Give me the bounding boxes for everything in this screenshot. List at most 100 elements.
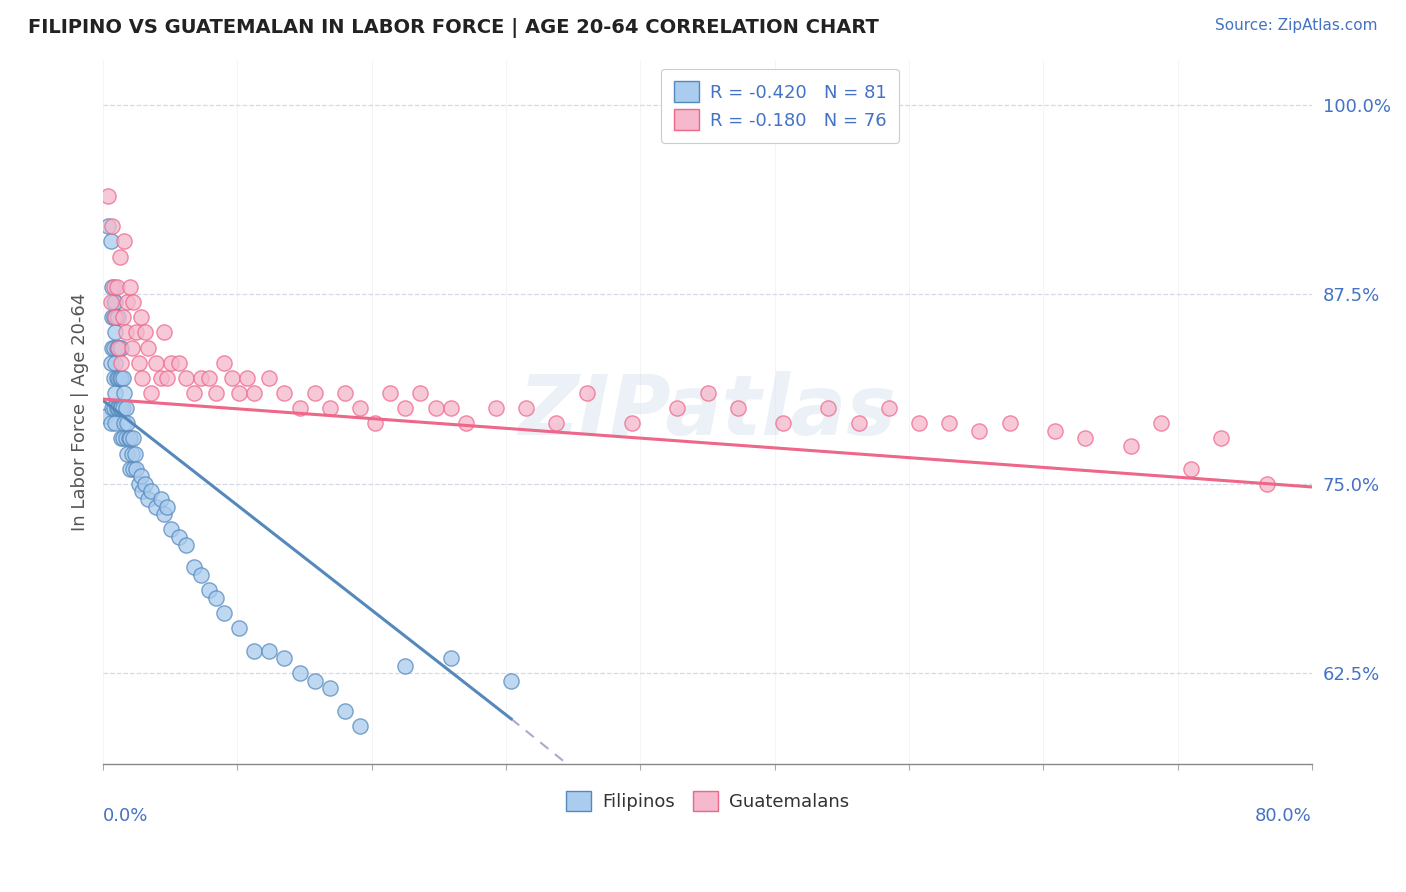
Point xyxy=(155,500,177,514)
Point xyxy=(101,280,124,294)
Point xyxy=(149,491,172,506)
Point xyxy=(103,341,125,355)
Point xyxy=(243,643,266,657)
Point xyxy=(101,310,124,325)
Point xyxy=(134,477,156,491)
Point xyxy=(103,371,125,385)
Point xyxy=(118,432,141,446)
Point xyxy=(104,417,127,431)
Text: Source: ZipAtlas.com: Source: ZipAtlas.com xyxy=(1215,18,1378,33)
Point xyxy=(131,484,153,499)
Point xyxy=(620,417,643,431)
Point xyxy=(1211,432,1233,446)
Point xyxy=(259,643,281,657)
Point xyxy=(129,310,152,325)
Text: 0.0%: 0.0% xyxy=(103,806,149,824)
Point xyxy=(120,280,142,294)
Point xyxy=(111,310,134,325)
Point xyxy=(131,371,153,385)
Point xyxy=(575,386,598,401)
Point xyxy=(105,310,128,325)
Point xyxy=(174,537,197,551)
Point xyxy=(228,621,250,635)
Point xyxy=(120,462,142,476)
Point xyxy=(112,235,135,249)
Point xyxy=(152,326,174,340)
Point xyxy=(333,386,356,401)
Point xyxy=(125,326,148,340)
Point xyxy=(908,417,931,431)
Point xyxy=(273,386,295,401)
Legend: Filipinos, Guatemalans: Filipinos, Guatemalans xyxy=(558,783,856,819)
Point xyxy=(110,371,132,385)
Point xyxy=(288,666,311,681)
Point xyxy=(103,401,125,416)
Point xyxy=(409,386,432,401)
Point xyxy=(110,401,132,416)
Point xyxy=(114,326,136,340)
Point xyxy=(117,295,139,310)
Point xyxy=(666,401,689,416)
Point xyxy=(183,560,205,574)
Point xyxy=(198,371,221,385)
Point xyxy=(122,432,145,446)
Point xyxy=(128,477,150,491)
Point xyxy=(817,401,839,416)
Point xyxy=(107,401,129,416)
Point xyxy=(107,341,129,355)
Point xyxy=(425,401,447,416)
Point xyxy=(198,582,221,597)
Point xyxy=(107,341,129,355)
Point xyxy=(100,417,122,431)
Point xyxy=(243,386,266,401)
Point xyxy=(129,469,152,483)
Point xyxy=(273,651,295,665)
Point xyxy=(104,310,127,325)
Point xyxy=(501,673,523,688)
Point xyxy=(877,401,900,416)
Point xyxy=(104,295,127,310)
Point xyxy=(304,386,326,401)
Point xyxy=(969,424,991,438)
Point xyxy=(124,447,146,461)
Point xyxy=(221,371,243,385)
Point xyxy=(112,386,135,401)
Point xyxy=(94,409,117,423)
Point xyxy=(117,447,139,461)
Point xyxy=(100,356,122,370)
Point xyxy=(145,356,167,370)
Point xyxy=(100,295,122,310)
Point xyxy=(111,432,134,446)
Point xyxy=(104,326,127,340)
Point xyxy=(212,356,235,370)
Point xyxy=(117,417,139,431)
Point xyxy=(998,417,1021,431)
Point xyxy=(848,417,870,431)
Point xyxy=(333,704,356,718)
Point xyxy=(205,591,228,605)
Point xyxy=(1256,477,1278,491)
Point xyxy=(97,219,120,234)
Point xyxy=(152,507,174,521)
Point xyxy=(120,432,142,446)
Point xyxy=(440,401,463,416)
Point xyxy=(103,310,125,325)
Point xyxy=(128,356,150,370)
Point xyxy=(108,401,131,416)
Point xyxy=(121,447,143,461)
Point xyxy=(1074,432,1097,446)
Point xyxy=(212,606,235,620)
Point xyxy=(104,386,127,401)
Point xyxy=(108,371,131,385)
Point xyxy=(228,386,250,401)
Point xyxy=(349,719,371,733)
Point xyxy=(394,401,416,416)
Point xyxy=(696,386,718,401)
Point xyxy=(149,371,172,385)
Point xyxy=(174,371,197,385)
Point xyxy=(107,310,129,325)
Point xyxy=(97,189,120,203)
Text: FILIPINO VS GUATEMALAN IN LABOR FORCE | AGE 20-64 CORRELATION CHART: FILIPINO VS GUATEMALAN IN LABOR FORCE | … xyxy=(28,18,879,37)
Point xyxy=(546,417,568,431)
Point xyxy=(110,341,132,355)
